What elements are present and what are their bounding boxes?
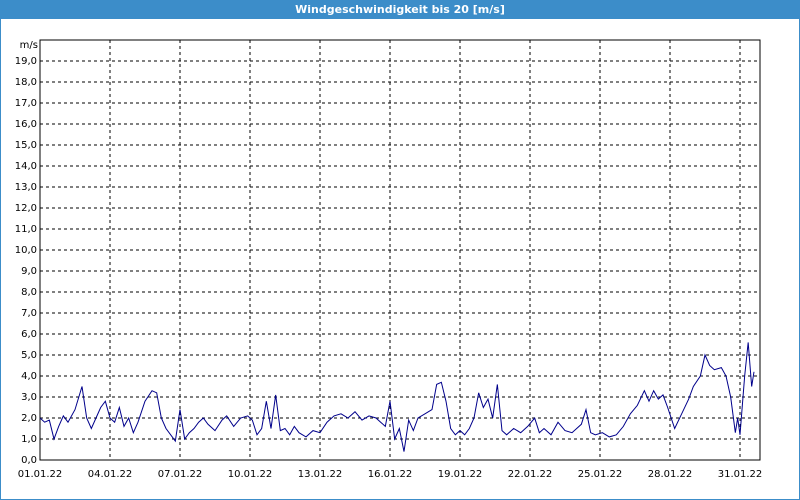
y-tick-label: 6,0 [21,329,37,340]
y-tick-label: 1,0 [21,434,37,445]
y-tick-label: 19,0 [15,56,37,67]
y-tick-label: 8,0 [21,287,37,298]
y-tick-label: 18,0 [15,77,37,88]
y-tick-label: 7,0 [21,308,37,319]
y-tick-label: 12,0 [15,203,37,214]
data-line [39,342,755,452]
x-tick-label: 16.01.22 [368,469,413,480]
y-tick-label: 16,0 [15,119,37,130]
y-tick-label: 15,0 [15,140,37,151]
y-tick-label: 5,0 [21,350,37,361]
y-tick-label: 11,0 [15,224,37,235]
x-tick-label: 28.01.22 [648,469,693,480]
y-unit: m/s [20,40,38,51]
x-tick-label: 31.01.22 [718,469,763,480]
y-tick-label: 17,0 [15,98,37,109]
y-tick-label: 3,0 [21,392,37,403]
y-tick-label: 14,0 [15,161,37,172]
x-tick-label: 13.01.22 [298,469,343,480]
y-tick-label: 0,0 [21,455,37,466]
x-tick-label: 22.01.22 [508,469,553,480]
plot-frame [39,39,761,461]
x-tick-label: 04.01.22 [88,469,133,480]
y-tick-label: 10,0 [15,245,37,256]
x-tick-label: 10.01.22 [228,469,273,480]
y-tick-label: 13,0 [15,182,37,193]
x-tick-label: 25.01.22 [578,469,623,480]
y-tick-label: 9,0 [21,266,37,277]
title-bar: Windgeschwindigkeit bis 20 [m/s] [1,1,799,19]
x-tick-label: 01.01.22 [18,469,63,480]
y-tick-label: 4,0 [21,371,37,382]
y-tick-label: 2,0 [21,413,37,424]
x-tick-label: 07.01.22 [158,469,203,480]
x-tick-label: 19.01.22 [438,469,483,480]
